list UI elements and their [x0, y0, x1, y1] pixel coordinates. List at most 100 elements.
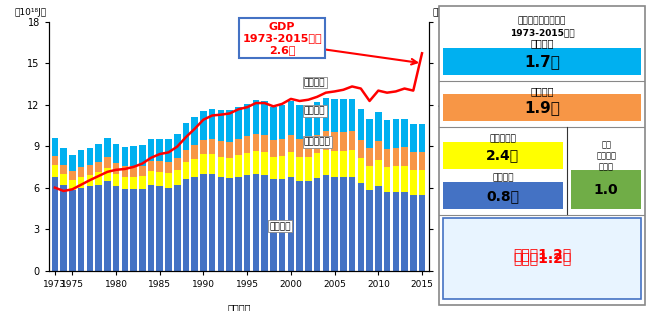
Bar	[157, 139, 163, 161]
Bar	[183, 123, 189, 150]
Bar	[183, 162, 189, 179]
Bar	[165, 162, 172, 173]
Text: 他部門: 他部門	[599, 162, 614, 171]
Text: 企業: 企業	[601, 141, 611, 150]
Bar	[296, 181, 303, 271]
Bar	[200, 174, 207, 271]
Bar	[261, 135, 268, 152]
Bar	[401, 192, 408, 271]
Bar	[314, 135, 320, 153]
Bar	[86, 175, 93, 186]
Bar	[384, 120, 390, 149]
Bar	[279, 179, 285, 271]
Bar	[165, 188, 172, 271]
Bar	[322, 175, 329, 271]
Bar	[218, 110, 224, 141]
Bar	[174, 170, 181, 185]
Bar	[139, 166, 146, 176]
Bar	[322, 131, 329, 150]
Bar	[375, 141, 382, 160]
Text: 最終エネルギー消費: 最終エネルギー消費	[518, 17, 566, 26]
Bar	[174, 185, 181, 271]
Bar	[393, 147, 399, 166]
Bar	[113, 174, 120, 186]
Text: 1973-2015年度: 1973-2015年度	[510, 29, 575, 38]
Bar	[279, 156, 285, 179]
Bar	[96, 172, 102, 185]
Bar	[78, 150, 84, 167]
Text: 2.4倍: 2.4倍	[486, 148, 519, 163]
Bar	[443, 218, 642, 299]
Bar	[157, 161, 163, 172]
Bar	[305, 181, 311, 271]
Bar	[244, 153, 250, 175]
Bar	[375, 186, 382, 271]
Bar	[261, 152, 268, 175]
Bar	[157, 172, 163, 186]
Bar	[69, 190, 75, 271]
Bar	[296, 105, 303, 139]
Bar	[226, 142, 233, 157]
Text: （年度）: （年度）	[227, 303, 251, 311]
Bar	[367, 148, 373, 166]
Text: 業務他部門: 業務他部門	[489, 135, 516, 144]
Bar	[270, 140, 277, 157]
Bar	[130, 166, 136, 177]
Bar	[401, 146, 408, 165]
Text: 運輸部門: 運輸部門	[530, 39, 554, 49]
Bar	[443, 48, 642, 75]
Bar	[287, 101, 294, 135]
Bar	[358, 183, 364, 271]
Bar	[122, 166, 128, 177]
Bar	[322, 98, 329, 131]
Text: 0.8倍: 0.8倍	[486, 189, 519, 203]
Bar	[60, 165, 67, 174]
Text: 1.0: 1.0	[594, 183, 619, 197]
Bar	[235, 139, 242, 155]
Bar	[130, 189, 136, 271]
Bar	[78, 188, 84, 271]
Bar	[367, 119, 373, 148]
Bar	[367, 166, 373, 190]
Bar	[349, 177, 356, 271]
Bar	[139, 189, 146, 271]
Bar	[349, 131, 356, 150]
Bar	[235, 177, 242, 271]
Bar	[226, 178, 233, 271]
Bar	[192, 177, 198, 271]
Bar	[122, 177, 128, 189]
Bar	[419, 170, 425, 195]
Bar	[235, 155, 242, 177]
Bar	[401, 165, 408, 192]
Bar	[130, 146, 136, 166]
Text: ・事業所: ・事業所	[596, 151, 616, 160]
Text: 運輸部門: 運輸部門	[304, 78, 326, 87]
Bar	[60, 185, 67, 271]
Bar	[165, 139, 172, 162]
Bar	[218, 141, 224, 156]
Bar	[113, 186, 120, 271]
Bar	[130, 177, 136, 189]
Text: 1.7倍: 1.7倍	[524, 54, 560, 69]
Text: （兆円、2011年価格）: （兆円、2011年価格）	[433, 8, 499, 17]
Bar	[218, 177, 224, 271]
Bar	[174, 134, 181, 158]
Bar	[393, 119, 399, 147]
Text: 家庭部門: 家庭部門	[530, 86, 554, 96]
Bar	[261, 175, 268, 271]
Text: 産業部門: 産業部門	[492, 174, 514, 182]
Text: 全体：1.2倍: 全体：1.2倍	[513, 252, 571, 266]
Bar	[113, 163, 120, 174]
Bar	[443, 142, 563, 169]
Bar	[192, 117, 198, 145]
Bar	[86, 186, 93, 271]
Bar	[69, 155, 75, 171]
Bar	[314, 153, 320, 178]
Bar	[375, 160, 382, 186]
Bar	[253, 100, 259, 134]
Bar	[69, 171, 75, 180]
Bar	[209, 139, 216, 154]
Bar	[244, 175, 250, 271]
Bar	[358, 109, 364, 140]
Bar	[287, 177, 294, 271]
